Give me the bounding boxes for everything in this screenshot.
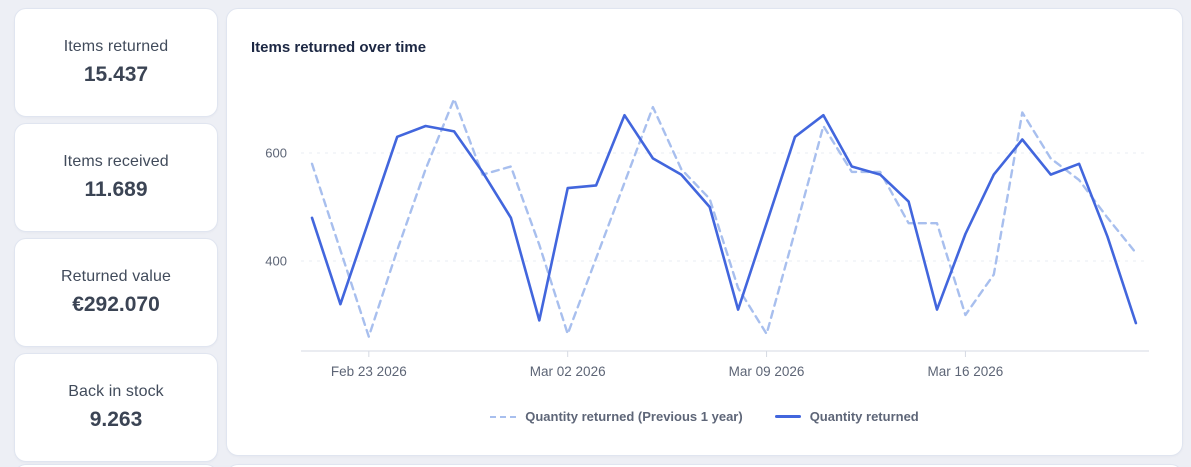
line-chart-svg: 400 600 Feb 23 2026 Mar 02 2026 Mar 09 2026 M… xyxy=(265,97,1149,379)
kpi-label: Back in stock xyxy=(68,383,164,400)
legend-item-previous-year[interactable]: Quantity returned (Previous 1 year) xyxy=(490,409,743,424)
series-line-current[interactable] xyxy=(310,113,1138,325)
y-tick-label: 400 xyxy=(265,254,287,269)
kpi-value: 9.263 xyxy=(89,408,143,431)
x-tick-label: Mar 16 2026 xyxy=(928,364,1004,379)
chart-canvas[interactable]: 400 600 Feb 23 2026 Mar 02 2026 Mar 09 2026 M… xyxy=(227,61,1184,401)
chart-legend: Quantity returned (Previous 1 year) Quan… xyxy=(227,409,1182,424)
solid-line-swatch xyxy=(774,415,801,418)
chart-title: Items returned over time xyxy=(251,39,427,56)
kpi-label: Returned value xyxy=(61,268,171,285)
kpi-card-returned-value: Returned value €292.070 xyxy=(14,238,218,347)
legend-item-current[interactable]: Quantity returned xyxy=(774,409,919,424)
kpi-value: 15.437 xyxy=(83,63,149,86)
kpi-label: Items returned xyxy=(63,38,169,55)
series-line-previous-year[interactable] xyxy=(310,97,1138,338)
x-tick-label: Mar 02 2026 xyxy=(530,364,606,379)
kpi-card-back-in-stock: Back in stock 9.263 xyxy=(14,353,218,462)
kpi-card-items-received: Items received 11.689 xyxy=(14,123,218,232)
kpi-value: 11.689 xyxy=(84,178,148,201)
y-tick-label: 600 xyxy=(265,146,287,161)
chart-panel: Items returned over time 400 600 Feb 23 20… xyxy=(226,8,1183,456)
legend-label: Quantity returned xyxy=(809,409,919,424)
kpi-label: Items received xyxy=(63,153,169,170)
kpi-value: €292.070 xyxy=(72,293,160,316)
kpi-card-items-returned: Items returned 15.437 xyxy=(14,8,218,117)
x-tick-label: Feb 23 2026 xyxy=(331,364,407,379)
x-tick-label: Mar 09 2026 xyxy=(729,364,805,379)
dashed-line-swatch xyxy=(490,415,517,418)
legend-label: Quantity returned (Previous 1 year) xyxy=(525,409,743,424)
